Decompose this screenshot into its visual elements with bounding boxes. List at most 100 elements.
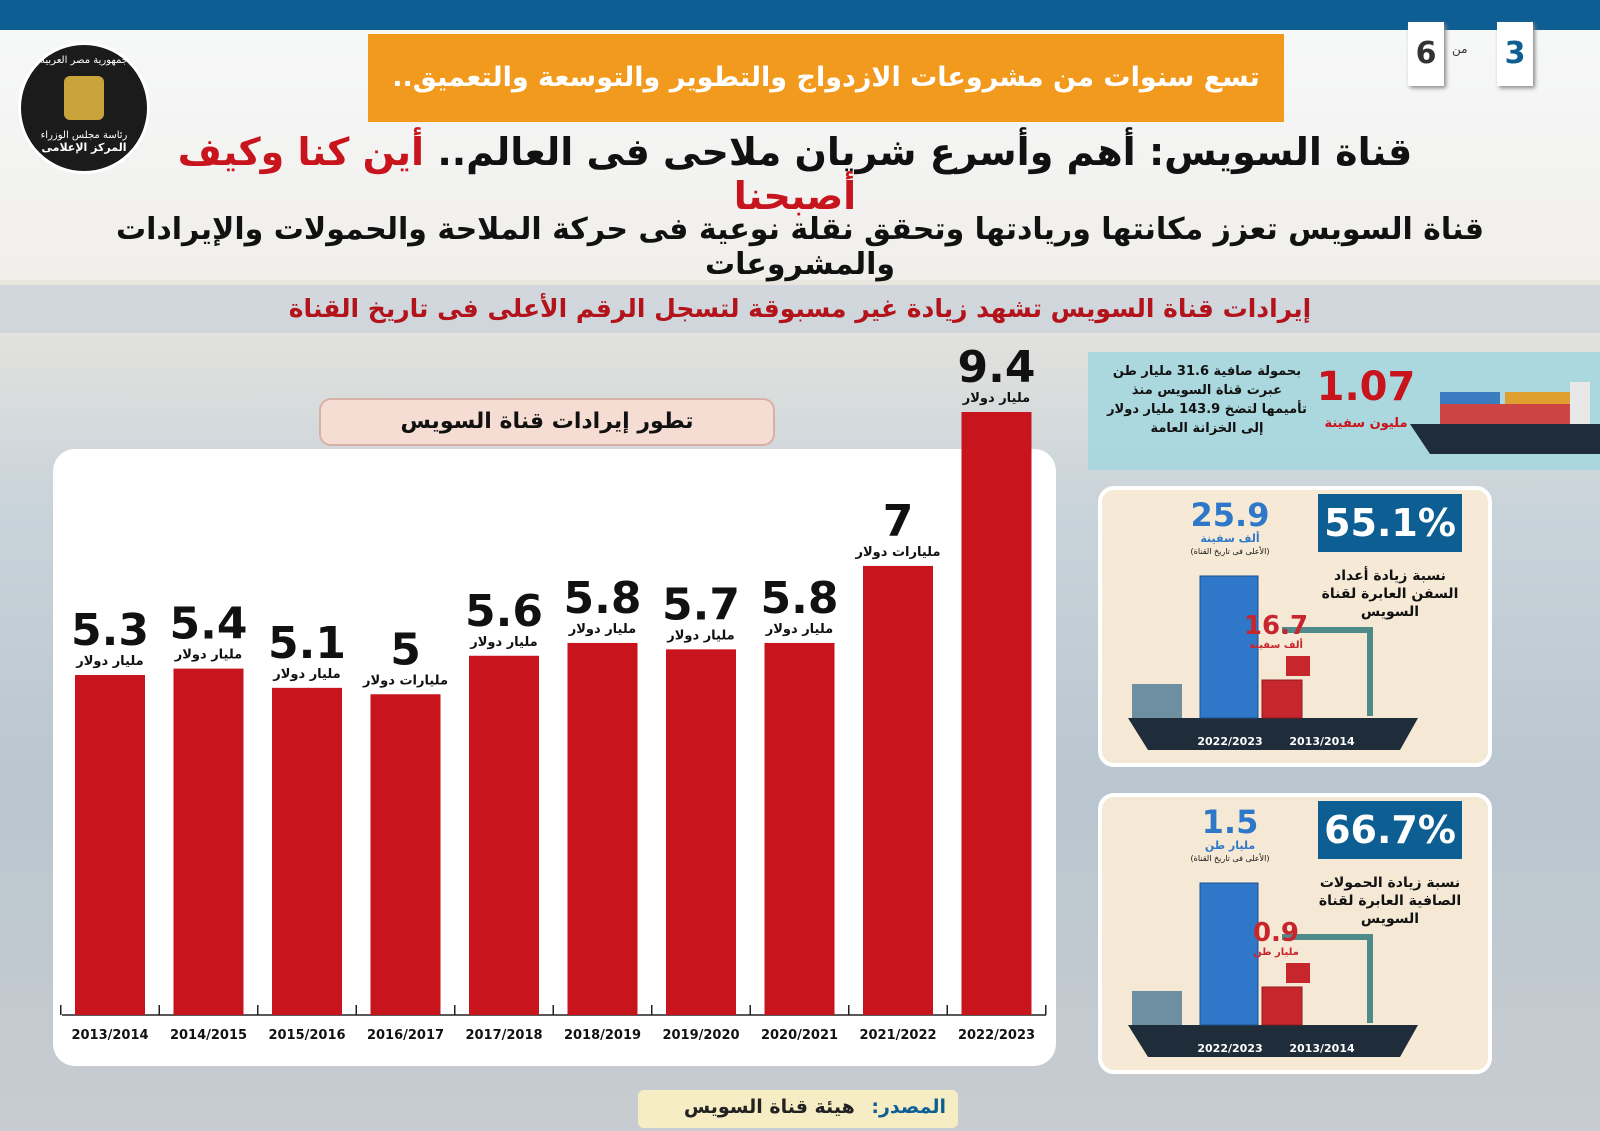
headline: إيرادات قناة السويس تشهد زيادة غير مسبوق… [0, 285, 1600, 333]
panel-text: الصافية العابرة لقناة [1319, 893, 1461, 909]
red-stack [1261, 986, 1303, 1026]
note: (الأعلى فى تاريخ القناة) [1191, 853, 1270, 863]
unit-label: مليار دولار [962, 391, 1030, 406]
x-tick-label: 2020/2021 [761, 1028, 838, 1043]
ship-cabin [1132, 991, 1182, 1025]
ship-cabin [1132, 684, 1182, 718]
summary-unit: مليون سفينة [1324, 416, 1408, 431]
summary-text: بحمولة صافية 31.6 مليار طن عبرت قناة السو… [1098, 362, 1316, 438]
unit-label: مليارات دولار [362, 673, 448, 688]
logo-text: جمهورية مصر العربية [40, 55, 128, 66]
blue-stack [1199, 575, 1259, 719]
bar [764, 642, 835, 1015]
bar [469, 655, 539, 1015]
low-unit: مليار طن [1253, 947, 1299, 958]
percent: 55.1% [1324, 501, 1456, 545]
crane [1282, 627, 1373, 716]
title-text: قناة السويس: أهم وأسرع شريان ملاحى فى ال… [437, 130, 1413, 174]
bar [863, 565, 933, 1015]
subtitle: قناة السويس تعزز مكانتها وريادتها وتحقق … [115, 212, 1485, 282]
ship-icon [1410, 382, 1600, 454]
low-value: 16.7 [1244, 611, 1308, 641]
bar [666, 649, 736, 1015]
chart-title: تطور إيرادات قناة السويس [319, 398, 775, 446]
unit-label: مليار دولار [75, 654, 143, 669]
percent: 66.7% [1324, 808, 1456, 852]
bar [567, 642, 638, 1015]
bar [75, 675, 145, 1015]
unit-label: مليار دولار [765, 622, 833, 637]
x-tick-label: 2015/2016 [268, 1028, 345, 1043]
year-label: 2022/2023 [1197, 1042, 1262, 1055]
high-unit: مليار طن [1205, 839, 1255, 852]
value-label: 5.8 [564, 573, 642, 624]
page-of: من [1452, 42, 1468, 56]
source-box [638, 1090, 958, 1128]
value-label: 5 [390, 624, 421, 675]
value-label: 9.4 [958, 342, 1036, 393]
main-title: قناة السويس: أهم وأسرع شريان ملاحى فى ال… [150, 130, 1440, 218]
note: (الأعلى فى تاريخ القناة) [1191, 546, 1270, 556]
low-unit: ألف سفينة [1249, 638, 1303, 651]
summary-line: تأميمها لتضخ 143.9 مليار دولار [1107, 402, 1307, 417]
x-tick-label: 2018/2019 [564, 1028, 641, 1043]
ship-hull [1128, 1025, 1418, 1057]
top-band [0, 0, 1600, 30]
value-label: 5.6 [465, 586, 543, 637]
logo: جمهورية مصر العربية رئاسة مجلس الوزراء ا… [18, 42, 150, 174]
title-highlight: أين كنا وكيف أصبحنا [177, 130, 857, 218]
source-label: المصدر: [871, 1096, 946, 1118]
x-tick-label: 2016/2017 [367, 1028, 444, 1043]
high-value: 1.5 [1202, 803, 1259, 841]
high-unit: ألف سفينة [1200, 531, 1259, 545]
percent-box [1318, 494, 1462, 552]
ship-hull [1128, 718, 1418, 750]
unit-label: مليارات دولار [855, 545, 941, 560]
x-tick-label: 2014/2015 [170, 1028, 247, 1043]
high-value: 25.9 [1191, 496, 1270, 534]
value-label: 5.8 [761, 573, 839, 624]
summary-line: عبرت قناة السويس منذ [1131, 383, 1283, 398]
summary-line: إلى الخزانة العامة [1150, 421, 1264, 436]
x-tick-label: 2013/2014 [71, 1028, 148, 1043]
panel-text: نسبة زيادة الحمولات [1320, 875, 1460, 891]
logo-emblem [64, 76, 104, 120]
panel-text: السويس [1361, 911, 1419, 927]
panel-text: نسبة زيادة أعداد [1334, 566, 1446, 584]
page-total: 6 [1408, 22, 1444, 86]
bar [173, 668, 244, 1015]
panel [1098, 793, 1492, 1074]
red-stack [1261, 679, 1303, 719]
value-label: 5.7 [662, 579, 740, 630]
panel-text: السفن العابرة لقناة [1322, 586, 1459, 602]
crane [1282, 934, 1373, 1023]
bar [370, 694, 441, 1015]
unit-label: مليار دولار [666, 628, 734, 643]
red-box [1286, 963, 1310, 983]
panel [1098, 486, 1492, 767]
x-tick-label: 2019/2020 [662, 1028, 739, 1043]
unit-label: مليار دولار [272, 667, 340, 682]
logo-text: رئاسة مجلس الوزراء [40, 130, 128, 141]
source: المصدر: هيئة قناة السويس [650, 1096, 946, 1118]
unit-label: مليار دولار [469, 635, 537, 650]
page-number: 3 [1497, 22, 1533, 86]
unit-label: مليار دولار [568, 622, 636, 637]
year-label: 2013/2014 [1289, 735, 1355, 748]
blue-stack [1199, 882, 1259, 1026]
unit-label: مليار دولار [174, 648, 242, 663]
percent-box [1318, 801, 1462, 859]
year-label: 2013/2014 [1289, 1042, 1355, 1055]
x-tick-label: 2017/2018 [465, 1028, 542, 1043]
value-label: 5.3 [71, 605, 149, 656]
bar [272, 687, 342, 1015]
tagline: تسع سنوات من مشروعات الازدواج والتطوير و… [368, 34, 1284, 122]
x-tick-label: 2022/2023 [958, 1028, 1035, 1043]
low-value: 0.9 [1253, 918, 1299, 948]
logo-text: المركز الإعلامى [41, 141, 127, 154]
summary-line: بحمولة صافية 31.6 مليار طن [1112, 364, 1302, 379]
value-label: 7 [883, 496, 914, 547]
panel-text: السويس [1361, 604, 1419, 620]
